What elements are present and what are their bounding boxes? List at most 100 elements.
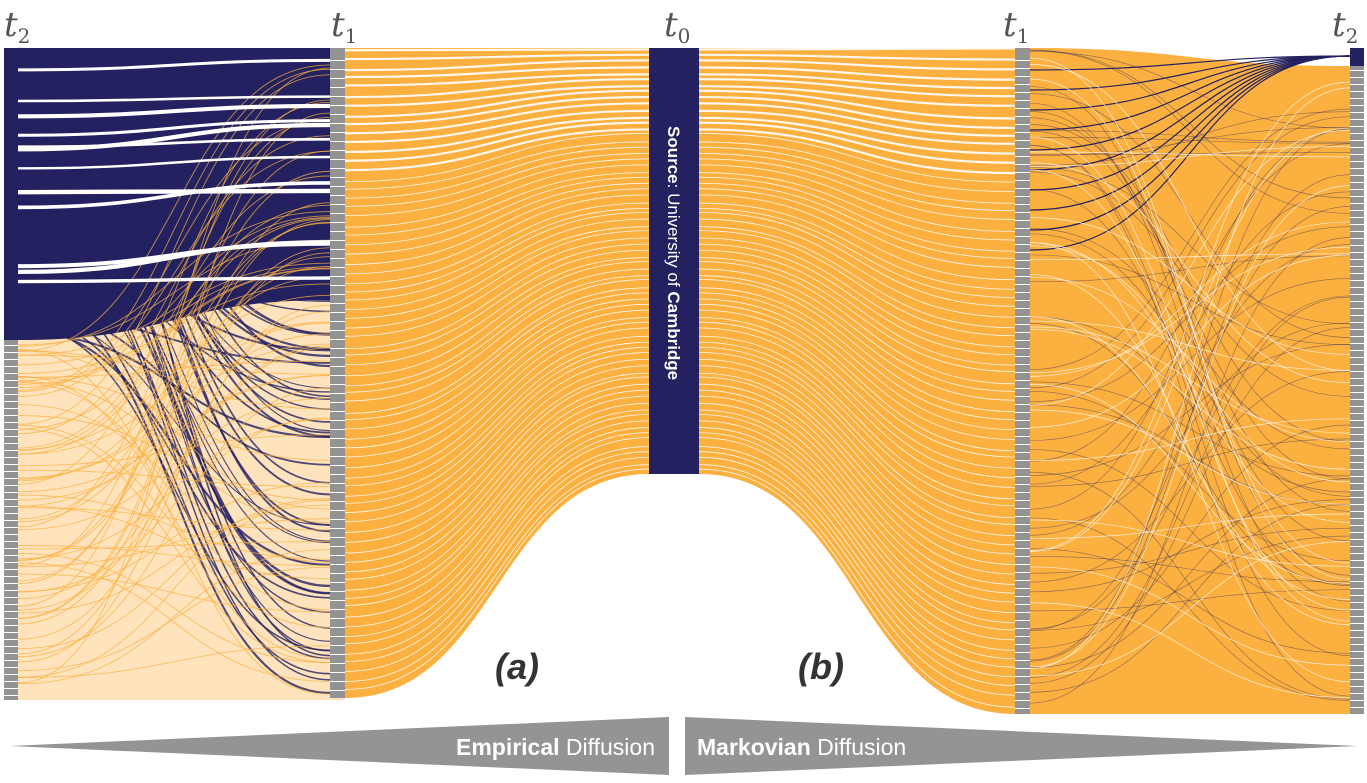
flow-separator xyxy=(17,122,331,152)
flow-strand-diffused xyxy=(17,382,331,611)
node-divider xyxy=(1350,301,1364,302)
empirical-banner xyxy=(10,717,669,775)
flow-separator xyxy=(344,89,650,118)
node-divider xyxy=(1015,100,1030,101)
flow-strand-source xyxy=(17,164,331,400)
node-divider xyxy=(1350,630,1364,631)
flow-strand-source xyxy=(1029,527,1351,574)
flow-strand-diffused xyxy=(17,545,331,566)
flow-separator xyxy=(698,358,1016,537)
node-divider xyxy=(1015,516,1030,517)
node-divider xyxy=(330,519,345,520)
flow-strand-source xyxy=(1029,381,1351,477)
flow-separator xyxy=(344,66,650,79)
flow-separator xyxy=(344,427,650,628)
node-divider xyxy=(4,688,18,689)
t2-left-sub: 2 xyxy=(18,24,31,48)
node-divider xyxy=(1350,133,1364,134)
flow-separator xyxy=(344,249,650,356)
node-divider xyxy=(330,177,345,178)
node-divider xyxy=(330,681,345,682)
node-divider xyxy=(1015,564,1030,565)
node-divider xyxy=(330,303,345,304)
flow-separator xyxy=(1029,221,1351,377)
node-divider xyxy=(1015,356,1030,357)
flow-strand-source xyxy=(1029,449,1351,611)
node-divider xyxy=(1350,175,1364,176)
flow-strand-source xyxy=(1029,111,1351,542)
node-divider xyxy=(1350,364,1364,365)
node-divider xyxy=(330,78,345,79)
node-divider xyxy=(4,625,18,626)
flow-t0-t1-left xyxy=(345,48,649,698)
node-divider xyxy=(330,258,345,259)
node-divider xyxy=(330,447,345,448)
source-prefix: Source xyxy=(664,126,683,184)
node-divider xyxy=(1015,164,1030,165)
flow-strand-diffused xyxy=(17,150,331,397)
flow-separator xyxy=(344,346,650,504)
flow-strand-source xyxy=(17,218,331,588)
flow-strand-source xyxy=(1029,55,1351,91)
flow-strand-source xyxy=(1029,49,1351,214)
node-divider xyxy=(330,60,345,61)
flow-strand-diffused xyxy=(17,380,331,523)
flow-separator xyxy=(344,202,650,285)
flow-separator xyxy=(698,133,1016,183)
flow-separator xyxy=(698,116,1016,155)
node-bar-t2-left-source xyxy=(4,48,18,340)
node-divider xyxy=(4,380,18,381)
node-divider xyxy=(1015,700,1030,701)
node-divider xyxy=(1350,651,1364,652)
flow-separator xyxy=(698,432,1016,651)
node-divider xyxy=(1015,452,1030,453)
node-divider xyxy=(330,555,345,556)
flow-separator xyxy=(1029,242,1351,683)
node-divider xyxy=(1350,665,1364,666)
flow-strand-diffused xyxy=(17,311,331,640)
flow-separator xyxy=(698,128,1016,175)
node-divider xyxy=(1350,483,1364,484)
node-divider xyxy=(4,359,18,360)
flow-strand-diffused xyxy=(17,553,331,663)
node-divider xyxy=(1015,340,1030,341)
flow-strand-source xyxy=(17,55,331,432)
flow-separator xyxy=(698,202,1016,290)
node-divider xyxy=(1015,484,1030,485)
node-divider xyxy=(1015,212,1030,213)
node-divider xyxy=(1350,161,1364,162)
node-divider xyxy=(1015,412,1030,413)
flow-separator xyxy=(698,237,1016,348)
node-divider xyxy=(1015,532,1030,533)
node-divider xyxy=(4,457,18,458)
node-divider xyxy=(4,527,18,528)
t2-left-base: t xyxy=(4,5,18,45)
flow-strand-diffused xyxy=(17,333,331,507)
node-divider xyxy=(1350,210,1364,211)
flow-separator xyxy=(698,352,1016,525)
flow-strand-source xyxy=(1029,127,1351,156)
flow-separator xyxy=(344,303,650,440)
flow-strand-diffused xyxy=(17,222,331,520)
flow-separator xyxy=(17,241,331,269)
node-divider xyxy=(1350,308,1364,309)
flow-separator xyxy=(344,176,650,246)
node-divider xyxy=(4,352,18,353)
node-divider xyxy=(4,611,18,612)
flow-strand-source xyxy=(1029,226,1351,403)
node-divider xyxy=(4,506,18,507)
node-divider xyxy=(1350,567,1364,568)
flow-separator xyxy=(698,402,1016,603)
flow-separator xyxy=(698,153,1016,212)
node-divider xyxy=(330,528,345,529)
flow-strand-diffused xyxy=(17,221,331,561)
flow-separator xyxy=(344,335,650,487)
markovian-strong: Markovian xyxy=(697,734,811,760)
node-divider xyxy=(1350,147,1364,148)
flow-separator xyxy=(698,176,1016,252)
flow-strand-diffused xyxy=(17,645,331,678)
flow-strand-source xyxy=(17,222,331,660)
node-divider xyxy=(1350,140,1364,141)
flow-separator xyxy=(344,446,650,655)
node-divider xyxy=(1015,156,1030,157)
